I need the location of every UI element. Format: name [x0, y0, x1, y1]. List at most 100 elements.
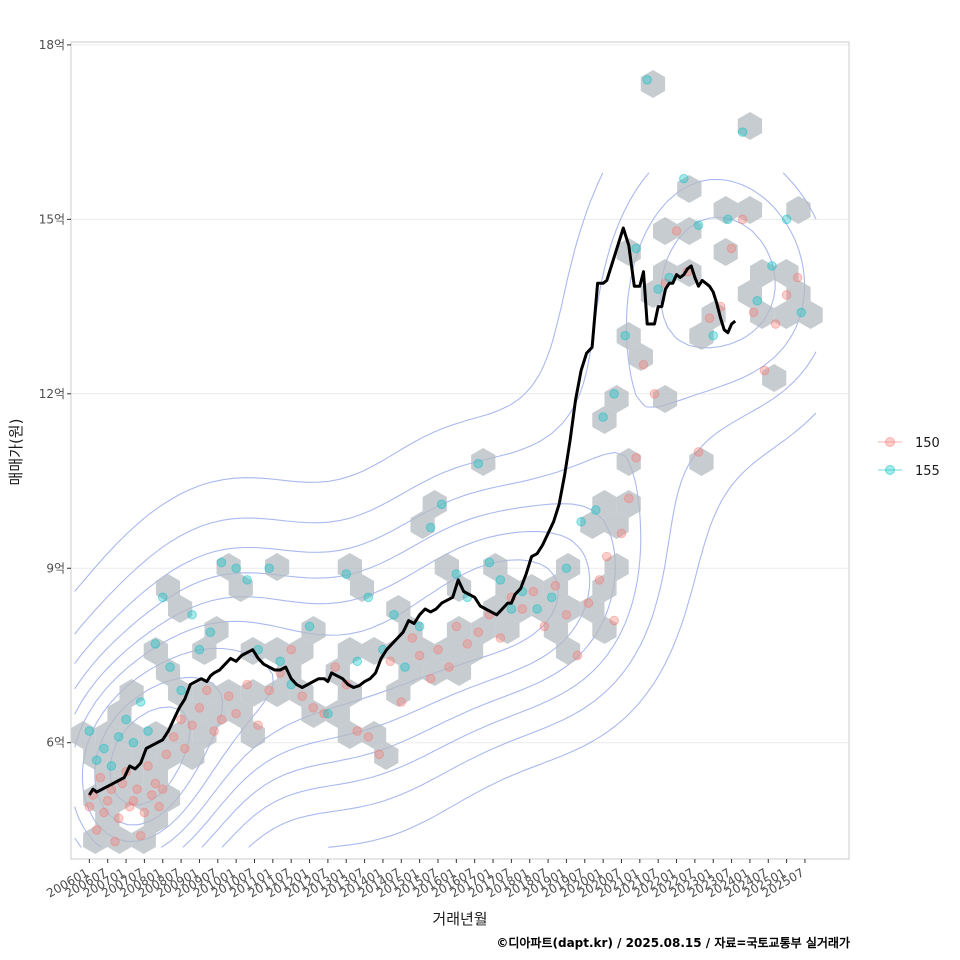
hexbin	[289, 637, 314, 665]
hexbin	[604, 385, 629, 413]
y-tick-label: 18억	[39, 38, 65, 52]
point-155	[425, 522, 436, 533]
median-trend-line	[88, 226, 737, 796]
hexbin	[592, 574, 617, 602]
hexbin	[556, 637, 581, 665]
hexbin	[616, 322, 641, 350]
point-155	[216, 557, 227, 568]
point-150	[143, 761, 153, 771]
point-155	[165, 662, 175, 672]
point-150	[352, 726, 363, 736]
hexbin	[83, 826, 108, 854]
point-155	[194, 644, 205, 655]
hexbin	[143, 763, 168, 791]
hexbin	[471, 448, 496, 476]
hexbin	[71, 721, 96, 749]
hexbin	[628, 343, 653, 371]
point-155	[598, 412, 608, 422]
hexbin	[495, 616, 520, 644]
hexbin	[580, 595, 605, 623]
point-150	[135, 830, 146, 841]
point-155	[99, 743, 109, 754]
point-150	[253, 720, 263, 731]
point-155	[653, 284, 663, 294]
point-150	[161, 749, 172, 760]
hexbin	[107, 700, 132, 728]
point-155	[767, 261, 777, 271]
point-150	[451, 621, 462, 632]
point-155	[205, 627, 216, 638]
hexbin	[677, 175, 702, 203]
point-150	[84, 801, 95, 812]
legend-key-150	[885, 437, 895, 447]
point-150	[224, 691, 234, 701]
point-150	[609, 615, 619, 626]
hexbin	[434, 553, 459, 581]
hexbin	[119, 679, 144, 707]
hexbin	[543, 616, 569, 644]
hexbin	[422, 490, 447, 518]
hexbin	[131, 826, 156, 854]
point-150	[99, 807, 109, 818]
hexbin	[701, 301, 726, 329]
point-155	[436, 499, 447, 510]
point-150	[649, 389, 660, 399]
point-155	[341, 569, 352, 579]
y-tick-label: 6억	[46, 736, 65, 750]
point-150	[91, 825, 102, 835]
point-150	[128, 796, 139, 806]
point-150	[150, 778, 161, 789]
hexbin	[95, 721, 120, 749]
point-150	[286, 644, 296, 655]
hexbin	[192, 679, 217, 707]
hexbin	[204, 616, 229, 644]
hexbin	[410, 637, 435, 665]
hexbin	[677, 217, 702, 245]
point-155	[451, 569, 462, 579]
point-150	[748, 307, 759, 318]
point-155	[664, 272, 674, 283]
hexbin	[143, 721, 168, 749]
point-150	[433, 644, 443, 655]
hexbin	[168, 679, 193, 707]
point-150	[414, 650, 425, 661]
point-155	[187, 609, 197, 620]
hexbin	[349, 574, 375, 602]
point-155	[352, 656, 363, 667]
legend: 150 155	[878, 436, 940, 479]
hexbin	[228, 700, 253, 728]
hexbin	[95, 805, 120, 833]
hexbin	[155, 784, 181, 812]
point-150	[330, 662, 341, 672]
point-155	[561, 563, 572, 574]
point-155	[304, 621, 315, 632]
point-150	[132, 784, 142, 795]
point-155	[737, 127, 748, 137]
point-150	[462, 639, 473, 649]
point-155	[363, 592, 374, 603]
point-155	[781, 214, 792, 225]
hexbin	[616, 448, 641, 476]
point-150	[139, 807, 150, 818]
legend-label-155: 155	[915, 464, 940, 479]
point-150	[102, 796, 113, 806]
hexbin	[240, 679, 265, 707]
point-150	[385, 656, 396, 667]
point-150	[209, 726, 219, 736]
hexbin	[604, 511, 629, 539]
hexbin	[653, 259, 678, 287]
hexbin	[155, 574, 181, 602]
hexbin	[204, 700, 229, 728]
hexbin	[483, 553, 508, 581]
hexbin	[119, 763, 144, 791]
point-150	[308, 703, 319, 713]
point-155	[389, 609, 399, 620]
point-155	[473, 458, 484, 469]
point-155	[400, 662, 410, 672]
point-155	[642, 74, 652, 85]
point-155	[484, 557, 495, 568]
x-axis: 2006012006072007012007072008012008072009…	[44, 859, 806, 901]
hexbin	[556, 553, 581, 581]
point-155	[121, 714, 131, 725]
hexbin	[750, 259, 775, 287]
